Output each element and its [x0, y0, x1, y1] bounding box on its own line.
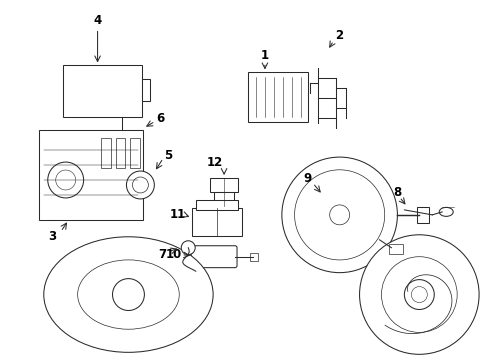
Bar [248, 72, 308, 122]
Bar [116, 138, 125, 168]
Ellipse shape [439, 207, 453, 216]
Bar [143, 80, 150, 101]
Circle shape [56, 170, 75, 190]
Circle shape [181, 241, 195, 255]
Text: 3: 3 [49, 230, 57, 243]
Bar [100, 138, 111, 168]
Text: 6: 6 [156, 112, 165, 125]
Bar [192, 208, 242, 236]
Text: 7: 7 [158, 248, 167, 261]
Bar [210, 178, 238, 192]
Bar [130, 138, 141, 168]
Text: 10: 10 [166, 248, 182, 261]
Circle shape [126, 171, 154, 199]
Circle shape [282, 157, 397, 273]
Text: 8: 8 [393, 186, 401, 199]
Circle shape [404, 280, 434, 310]
Text: 9: 9 [304, 171, 312, 185]
Circle shape [48, 162, 84, 198]
Circle shape [294, 170, 385, 260]
FancyBboxPatch shape [191, 246, 237, 268]
Text: 12: 12 [207, 156, 223, 168]
Circle shape [132, 177, 148, 193]
Bar [63, 66, 143, 117]
Bar [417, 207, 429, 223]
Ellipse shape [44, 237, 213, 352]
Bar [250, 253, 258, 261]
Circle shape [330, 205, 349, 225]
Text: 4: 4 [94, 14, 102, 27]
Text: 1: 1 [261, 49, 269, 62]
Bar [196, 200, 238, 210]
Text: 2: 2 [336, 29, 343, 42]
Circle shape [113, 279, 145, 310]
Text: 11: 11 [170, 208, 186, 221]
Bar [214, 192, 234, 206]
Circle shape [382, 257, 457, 332]
Bar [39, 130, 144, 220]
Bar [390, 244, 403, 254]
Text: 5: 5 [164, 149, 172, 162]
Ellipse shape [77, 260, 179, 329]
Circle shape [360, 235, 479, 354]
Circle shape [412, 287, 427, 302]
